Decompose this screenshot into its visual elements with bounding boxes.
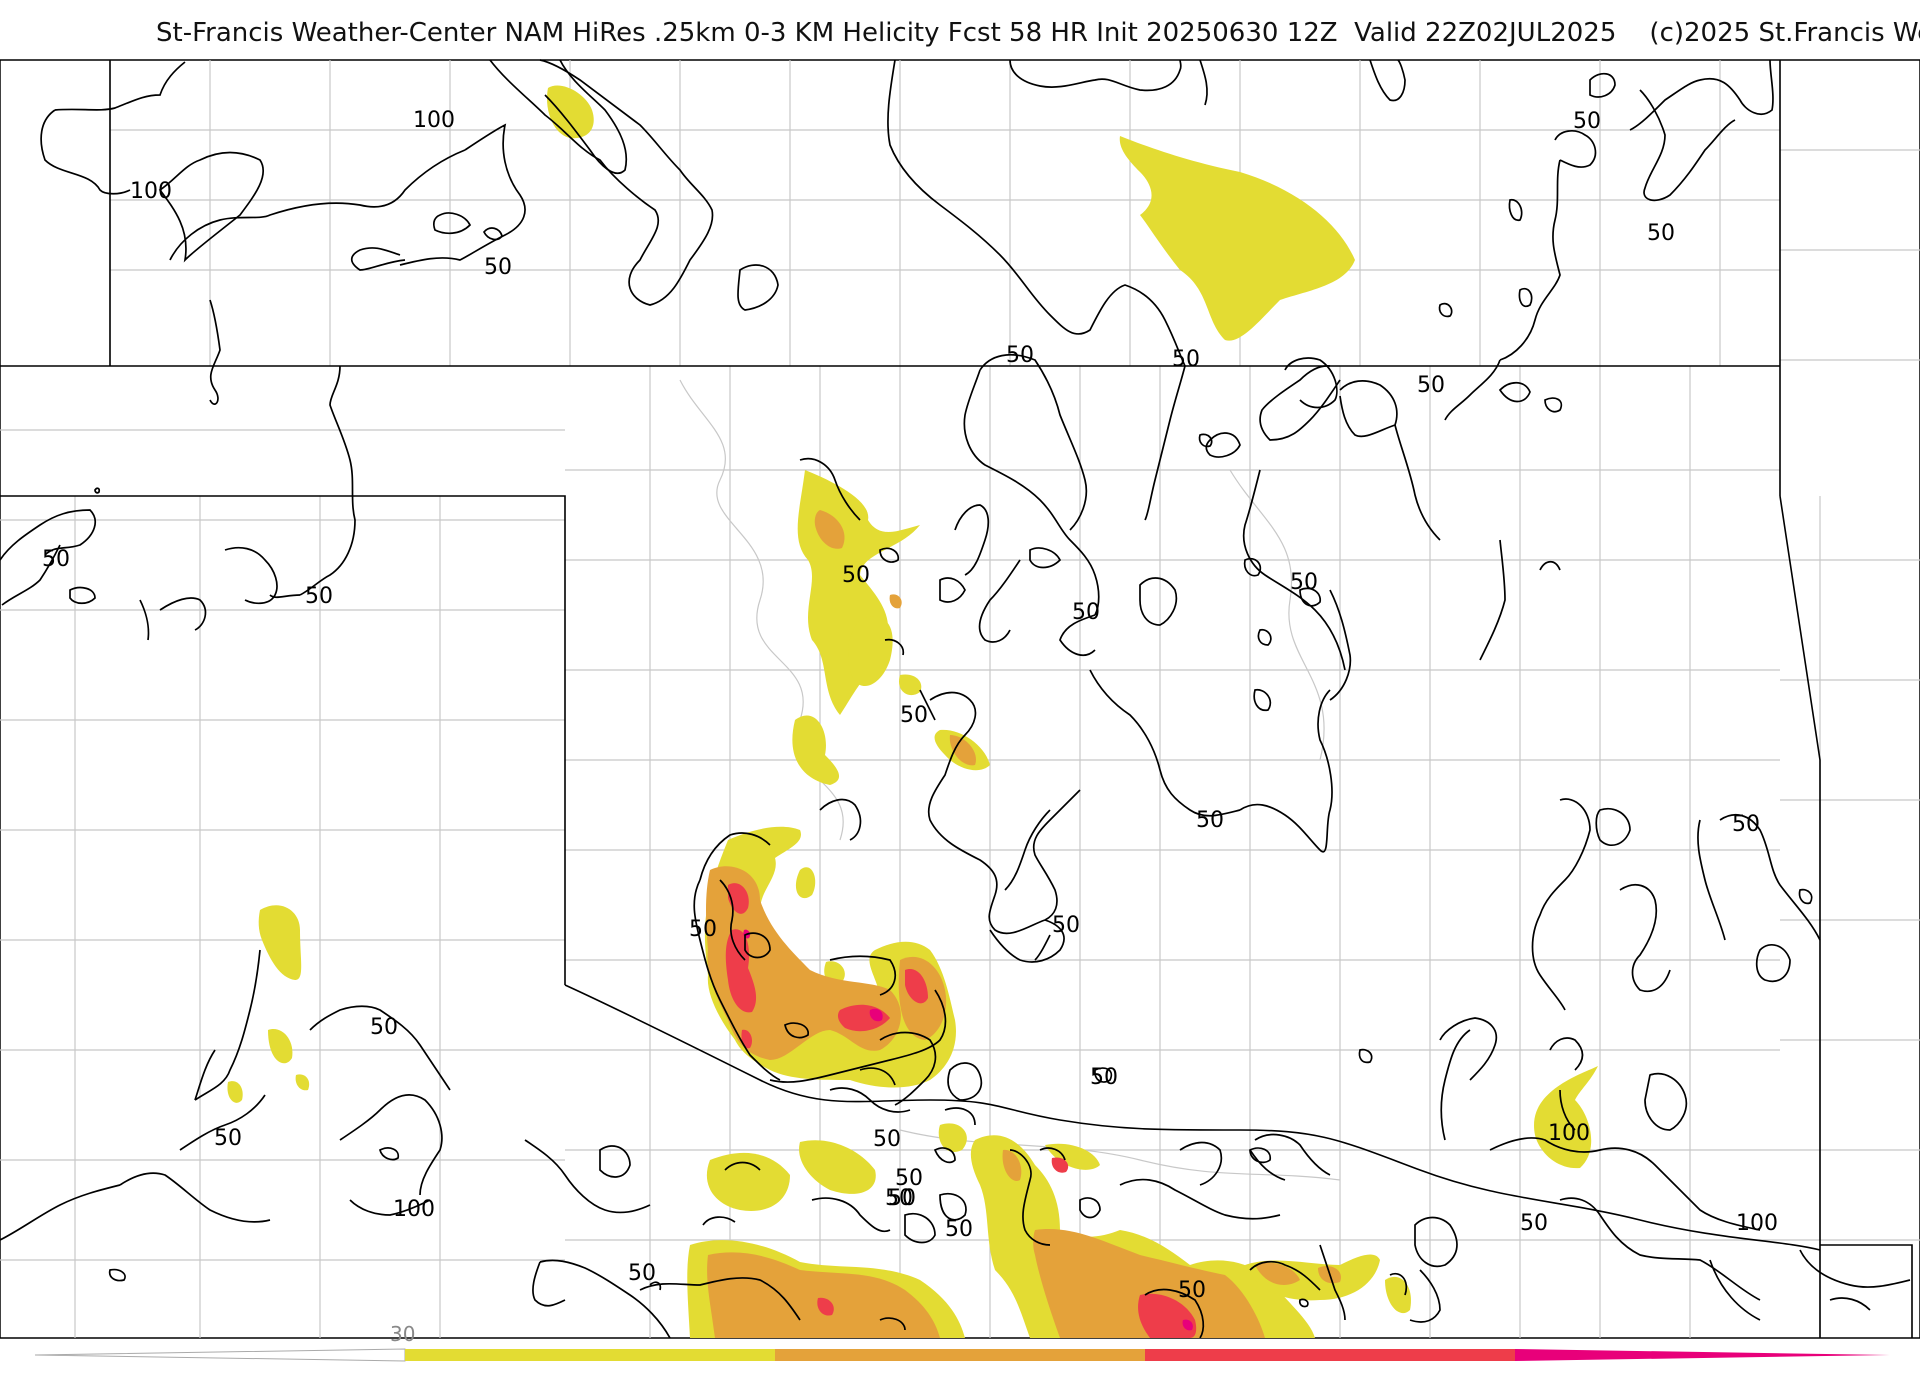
contour-labels: 100 100 50 50 50 50 50 50 50 50 50 50 50… bbox=[42, 108, 1778, 1303]
contour-label: 50 bbox=[214, 1126, 242, 1151]
contour-label: 50 bbox=[628, 1261, 656, 1286]
contour-label: 50 bbox=[900, 703, 928, 728]
color-scale-left-arrow bbox=[34, 1348, 406, 1362]
contour-label: 50 bbox=[1573, 109, 1601, 134]
contour-label: 50 bbox=[1417, 373, 1445, 398]
contour-label: 50 bbox=[689, 917, 717, 942]
contour-label: 50 bbox=[1196, 808, 1224, 833]
color-scale-label: 30 bbox=[390, 1322, 415, 1346]
contour-label: 50 bbox=[1520, 1211, 1548, 1236]
contour-label: 50 bbox=[42, 547, 70, 572]
contour-label: 50 bbox=[484, 255, 512, 280]
helicity-contours bbox=[0, 59, 1911, 1339]
contour-label: 50 bbox=[305, 584, 333, 609]
contour-label: 50 bbox=[842, 563, 870, 588]
contour-label: 50 bbox=[1178, 1278, 1206, 1303]
map-title: St-Francis Weather-Center NAM HiRes .25k… bbox=[0, 0, 1920, 60]
color-scale-magenta-arrow bbox=[1515, 1349, 1890, 1361]
contour-label: 50 bbox=[1052, 913, 1080, 938]
color-scale: 30 bbox=[34, 1322, 1890, 1362]
color-scale-red bbox=[1145, 1349, 1515, 1361]
contour-label: 100 bbox=[393, 1197, 435, 1222]
contour-label: 50 bbox=[1647, 221, 1675, 246]
contour-label: 50 bbox=[873, 1127, 901, 1152]
contour-label: 100 bbox=[1548, 1121, 1590, 1146]
contour-label: 50 bbox=[885, 1186, 913, 1211]
contour-label: 50 bbox=[888, 1186, 916, 1211]
contour-label: 100 bbox=[413, 108, 455, 133]
contour-label: 50 bbox=[945, 1217, 973, 1242]
contour-label: 50 bbox=[370, 1015, 398, 1040]
contour-label: 50 bbox=[1290, 570, 1318, 595]
contour-label: 50 bbox=[1732, 812, 1760, 837]
contour-label: 100 bbox=[1736, 1211, 1778, 1236]
state-boundaries bbox=[0, 60, 1913, 1338]
color-scale-yellow bbox=[405, 1349, 775, 1361]
contour-label: 50 bbox=[1072, 600, 1100, 625]
title-text: St-Francis Weather-Center NAM HiRes .25k… bbox=[156, 18, 1920, 48]
color-scale-orange bbox=[775, 1349, 1145, 1361]
contour-label: 50 bbox=[1090, 1065, 1118, 1090]
contour-label: 50 bbox=[1006, 343, 1034, 368]
contour-label: 50 bbox=[895, 1166, 923, 1191]
contour-label: 100 bbox=[130, 179, 172, 204]
contour-label: 50 bbox=[1172, 347, 1200, 372]
